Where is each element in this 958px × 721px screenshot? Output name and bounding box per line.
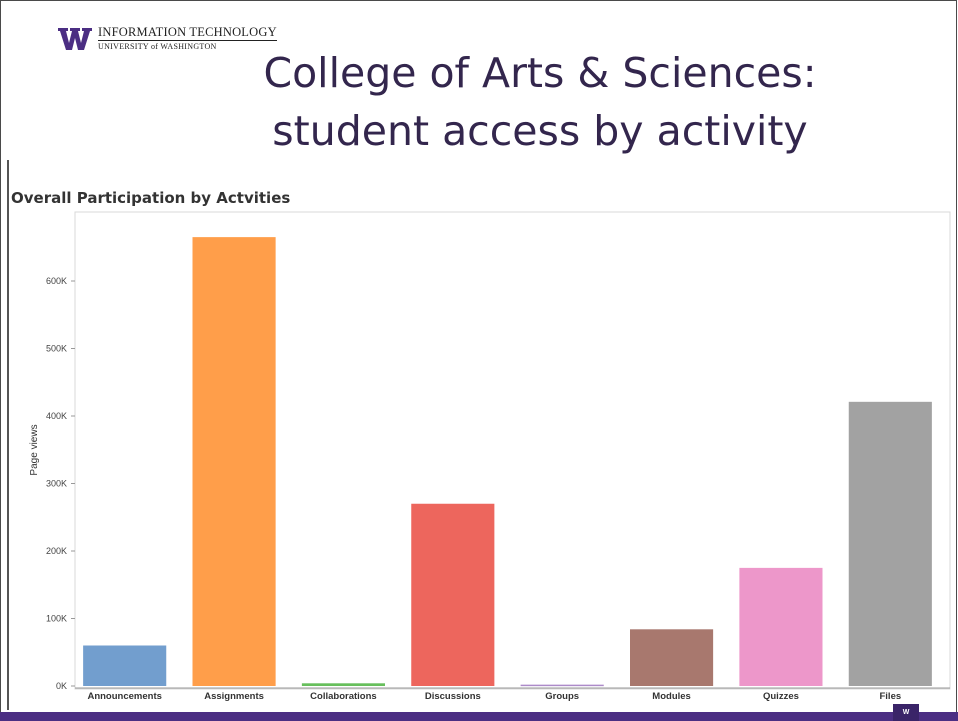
x-tick-label-collaborations: Collaborations: [310, 691, 377, 702]
y-tick-label: 0K: [56, 681, 67, 691]
y-tick-label: 500K: [46, 344, 67, 354]
bar-modules[interactable]: [630, 629, 714, 686]
y-axis-ticks: 0K 100K 200K 300K 400K 500K 600K: [46, 276, 75, 691]
bar-assignments[interactable]: [192, 237, 276, 686]
uw-it-logo: INFORMATION TECHNOLOGY UNIVERSITY of WAS…: [58, 26, 277, 52]
y-tick-label: 400K: [46, 411, 67, 421]
bar-announcements[interactable]: [83, 645, 167, 687]
bar-quizzes[interactable]: [739, 567, 823, 686]
y-tick-label: 200K: [46, 546, 67, 556]
university-name: UNIVERSITY of WASHINGTON: [98, 42, 217, 51]
y-axis-label: Page views: [29, 424, 40, 475]
bars: [83, 237, 932, 687]
x-tick-label-announcements: Announcements: [87, 691, 161, 702]
x-axis-labels: Announcements Assignments Collaborations Di…: [87, 691, 901, 702]
bar-discussions[interactable]: [411, 503, 495, 686]
y-tick-label: 100K: [46, 614, 67, 624]
bar-groups[interactable]: [520, 684, 604, 687]
uw-w-logo-icon: [58, 28, 92, 50]
org-name: INFORMATION TECHNOLOGY: [98, 25, 277, 41]
bottom-brand-bar: [0, 712, 958, 721]
bar-chart: Page views 0K 100K 200K 300K 400K 500K 600K An…: [29, 211, 951, 702]
y-tick-label: 300K: [46, 479, 67, 489]
bar-files[interactable]: [848, 401, 932, 686]
y-tick-label: 600K: [46, 276, 67, 286]
corner-logo-mark: W: [893, 704, 919, 721]
plot-area-border: [74, 211, 951, 690]
slide-title: College of Arts & Sciences: student acce…: [160, 44, 920, 160]
x-tick-label-quizzes: Quizzes: [763, 691, 799, 702]
x-tick-label-modules: Modules: [652, 691, 691, 702]
x-tick-label-discussions: Discussions: [425, 691, 481, 702]
chart-title: Overall Participation by Actvities: [11, 189, 291, 207]
x-tick-label-files: Files: [879, 691, 901, 702]
bar-collaborations[interactable]: [301, 683, 385, 686]
x-tick-label-assignments: Assignments: [204, 691, 264, 702]
chart-left-rule: [7, 160, 9, 710]
slide-title-line-1: College of Arts & Sciences:: [263, 49, 817, 97]
slide-title-line-2: student access by activity: [272, 107, 808, 155]
x-tick-label-groups: Groups: [545, 691, 579, 702]
